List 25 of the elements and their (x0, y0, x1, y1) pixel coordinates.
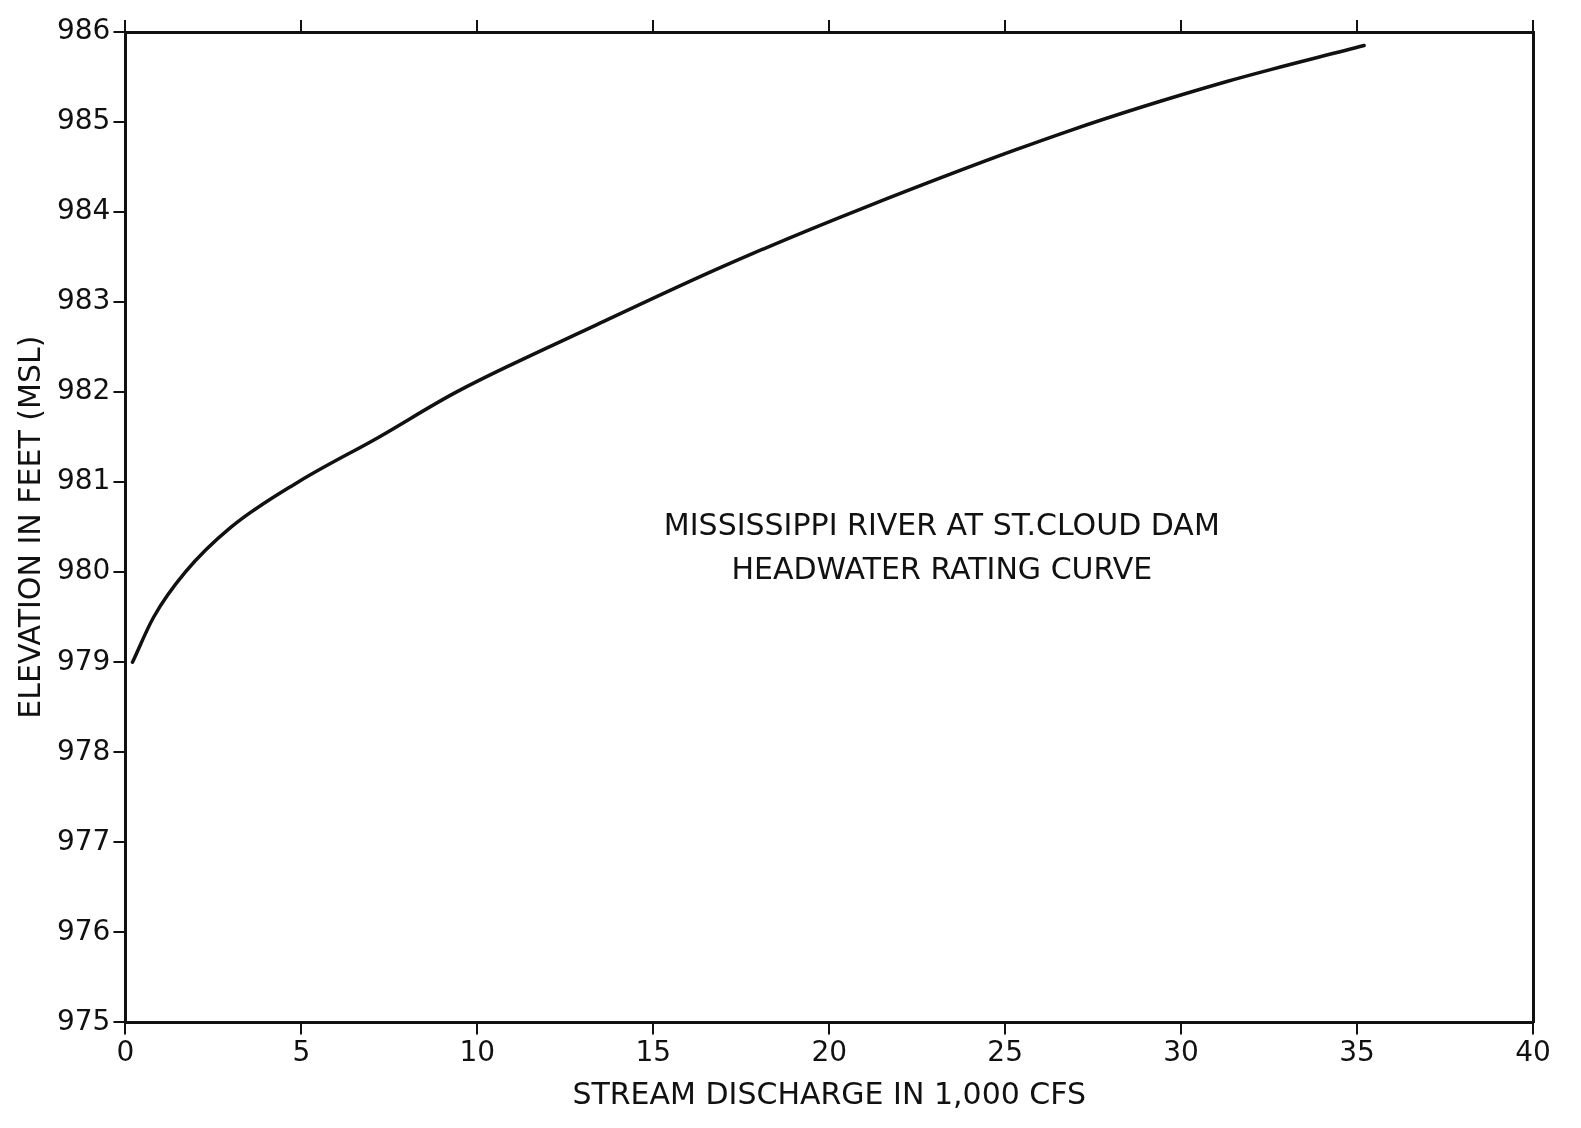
x-axis-title: STREAM DISCHARGE IN 1,000 CFS (572, 1075, 1087, 1111)
annotation: HEADWATER RATING CURVE (731, 551, 1153, 586)
y-tick-label: 982 (56, 373, 111, 407)
x-tick-label: 15 (635, 1035, 672, 1069)
y-tick-label: 978 (56, 733, 111, 767)
y-tick-label: 975 (56, 1003, 111, 1037)
y-tick-label: 986 (56, 13, 111, 47)
y-tick-label: 976 (56, 913, 111, 947)
x-tick-label: 5 (292, 1035, 311, 1069)
x-tick-label: 20 (811, 1035, 848, 1069)
y-tick-label: 981 (56, 463, 111, 497)
y-tick-label: 983 (56, 283, 111, 317)
y-axis-title: ELEVATION IN FEET (MSL) (11, 335, 47, 719)
y-tick-label: 980 (56, 553, 111, 587)
annotation: MISSISSIPPI RIVER AT ST.CLOUD DAM (663, 507, 1220, 542)
y-tick-label: 979 (56, 643, 111, 677)
y-tick-label: 985 (56, 103, 111, 137)
x-tick-label: 0 (116, 1035, 135, 1069)
x-tick-label: 25 (987, 1035, 1023, 1069)
x-tick-label: 30 (1163, 1035, 1199, 1069)
x-tick-label: 10 (459, 1035, 496, 1069)
y-tick-label: 977 (56, 823, 111, 857)
x-tick-label: 35 (1339, 1035, 1375, 1069)
x-tick-label: 40 (1515, 1035, 1551, 1069)
y-tick-label: 984 (56, 193, 111, 227)
